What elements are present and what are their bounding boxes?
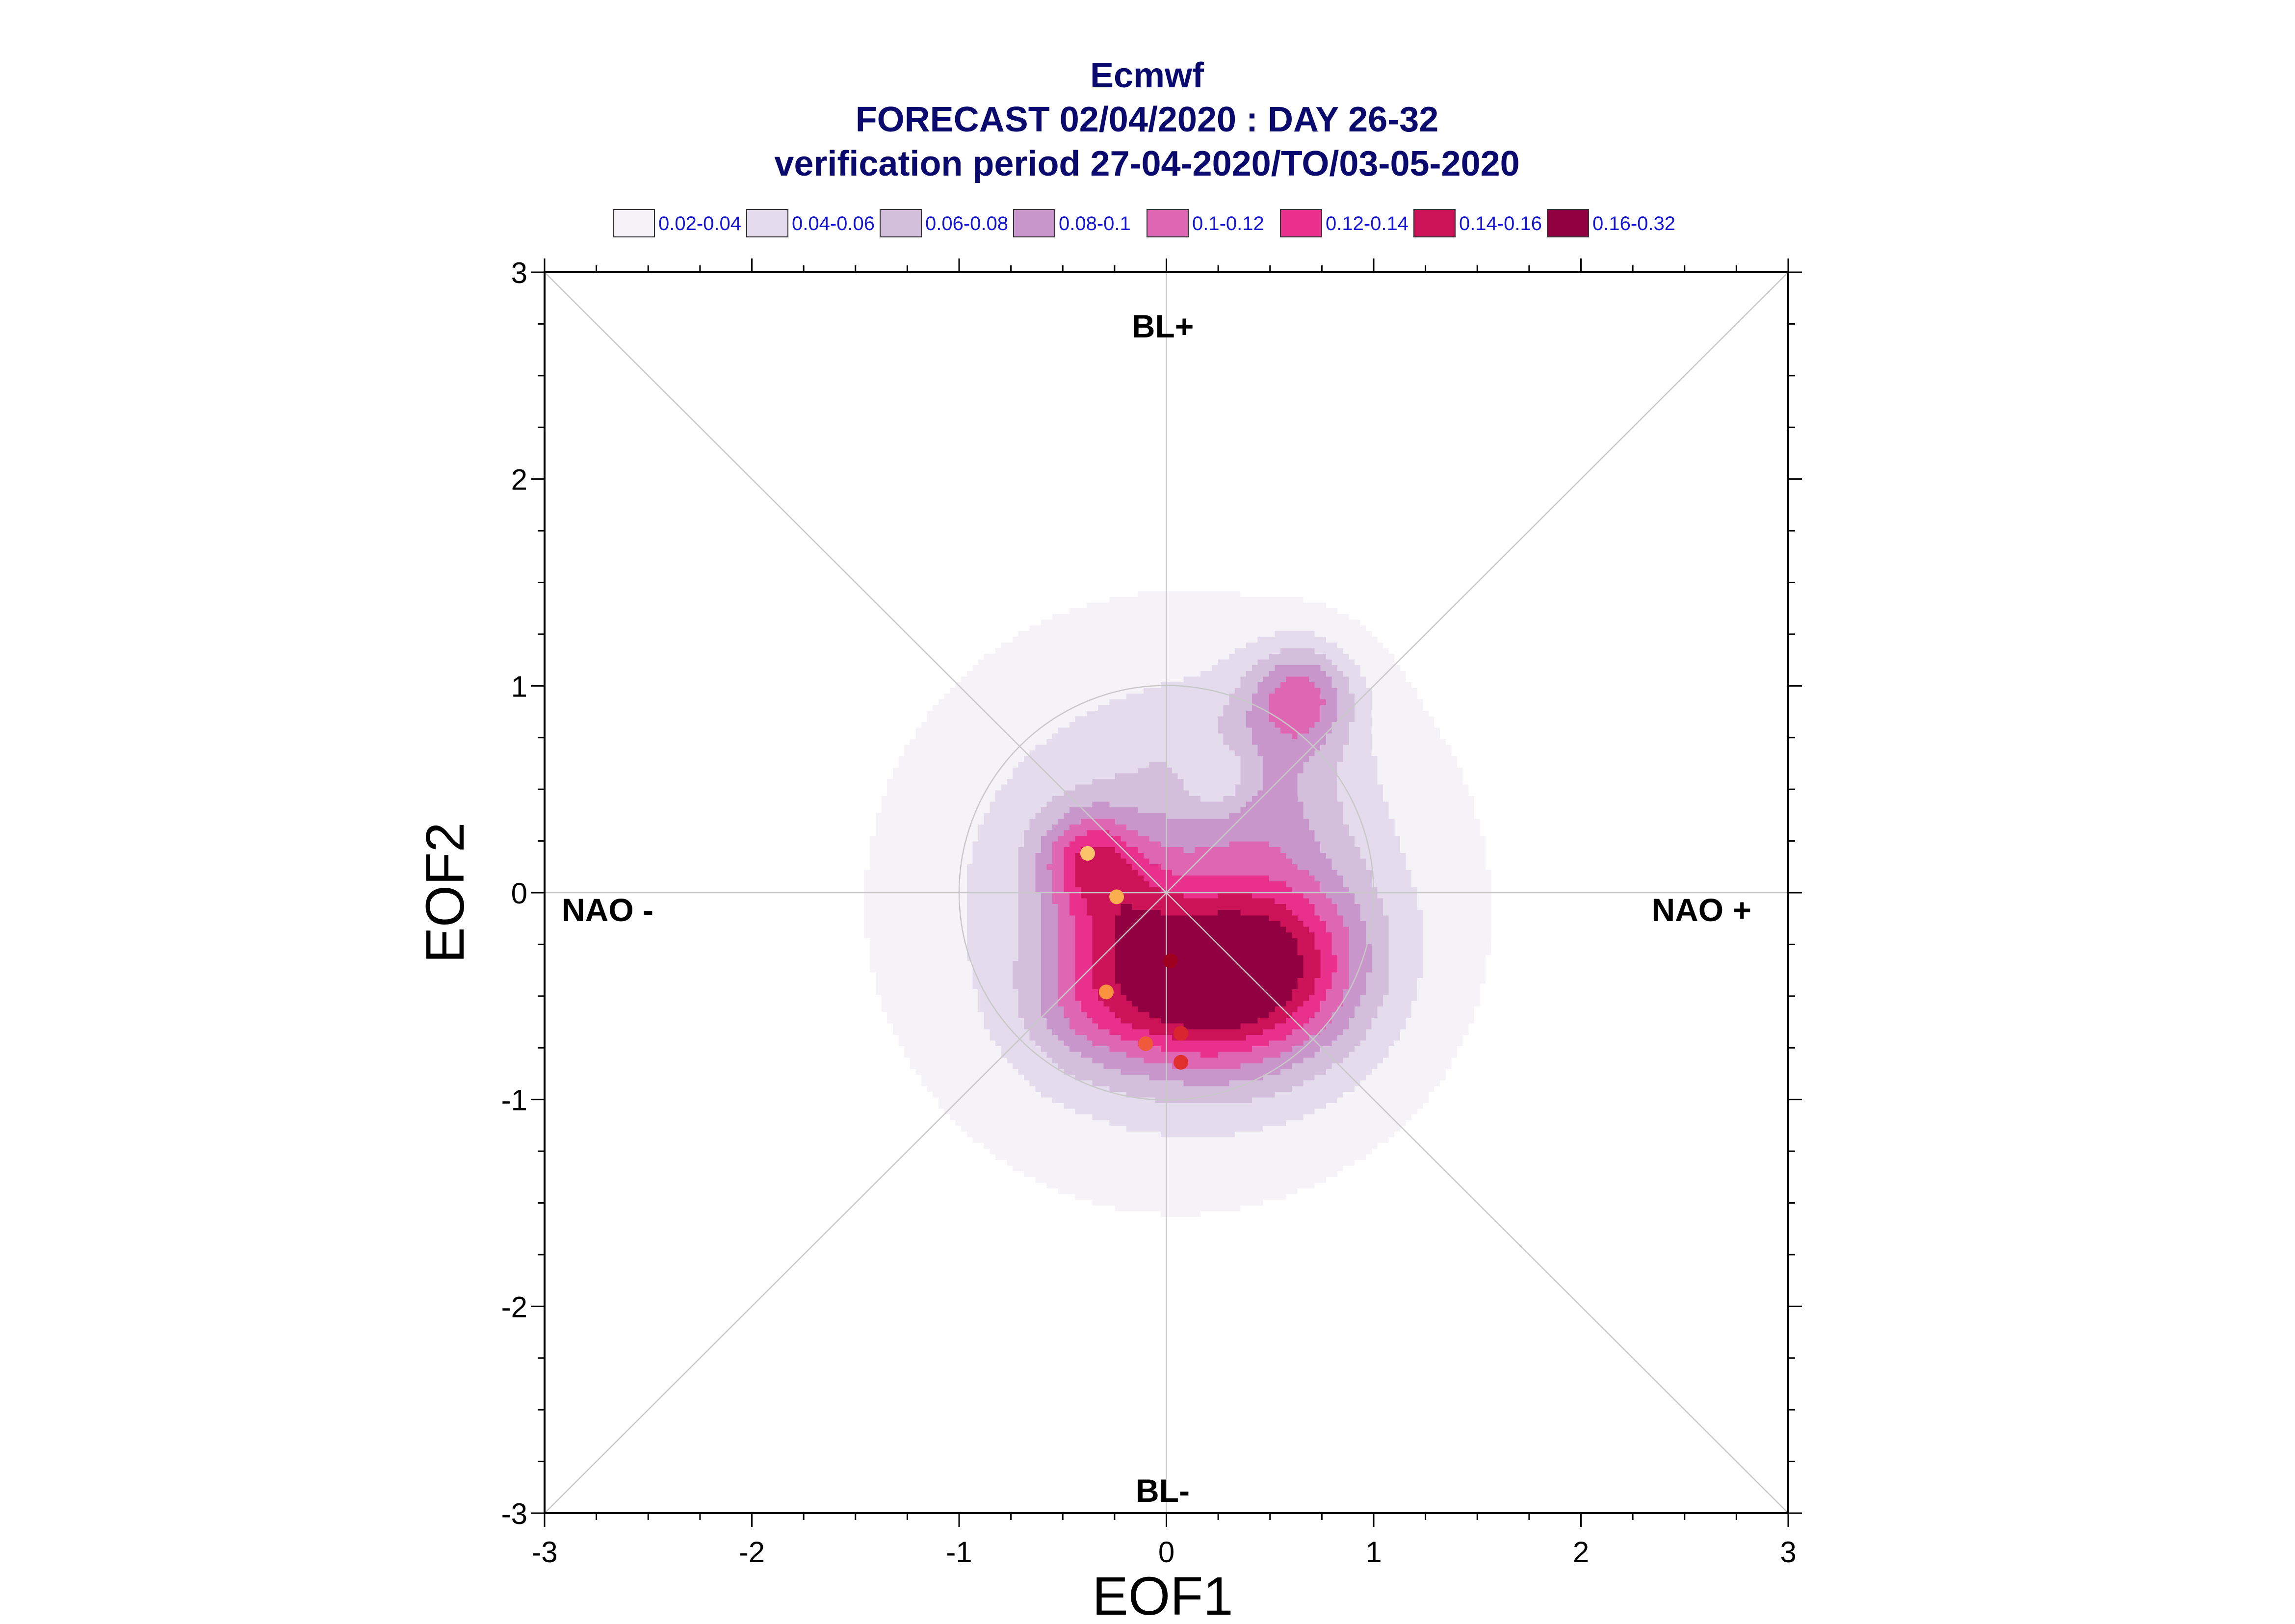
y-tick-label: 2 (511, 464, 527, 496)
guide-lines (545, 272, 1788, 1513)
y-tick-label: 1 (511, 670, 527, 703)
data-point (1163, 954, 1178, 969)
legend-label: 0.06-0.08 (925, 213, 1008, 234)
x-tick-label: -1 (946, 1536, 972, 1569)
legend-label: 0.12-0.14 (1326, 213, 1408, 234)
legend-swatch (613, 209, 655, 237)
legend-label: 0.04-0.06 (792, 213, 875, 234)
axes: -3 -2 -1 0 1 2 3 -3 -2 -1 0 1 2 3 (501, 257, 1802, 1569)
legend-label: 0.02-0.04 (658, 213, 741, 234)
regime-label-right: NAO + (1651, 892, 1751, 928)
data-point (1098, 984, 1114, 1000)
legend-label: 0.08-0.1 (1059, 213, 1131, 234)
data-point (1174, 1055, 1189, 1070)
x-tick-label: -2 (739, 1536, 765, 1569)
chart-title: Ecmwf (1090, 56, 1204, 95)
y-tick-label: 3 (511, 257, 527, 289)
legend-swatch (1280, 209, 1322, 237)
y-tick-label: 0 (511, 877, 527, 910)
legend-swatch (746, 209, 788, 237)
points-layer (1080, 846, 1189, 1070)
legend: 0.02-0.04 0.04-0.06 0.06-0.08 0.08-0.1 0.1-0… (613, 209, 1675, 237)
y-tick-label: -2 (501, 1290, 527, 1323)
y-axis-title: EOF2 (415, 822, 475, 963)
legend-swatch (1147, 209, 1189, 237)
data-point (1138, 1036, 1153, 1051)
contour-level-7 (1115, 904, 1304, 1030)
data-point (1080, 846, 1095, 861)
x-axis-title: EOF1 (1092, 1566, 1233, 1624)
legend-swatch (880, 209, 922, 237)
legend-swatch (1413, 209, 1456, 237)
x-tick-label: 3 (1780, 1536, 1796, 1569)
x-tick-label: 1 (1365, 1536, 1382, 1569)
y-tick-label: -1 (501, 1084, 527, 1117)
data-point (1174, 1026, 1189, 1041)
regime-label-left: NAO - (562, 892, 653, 928)
x-tick-label: -3 (531, 1536, 557, 1569)
legend-swatch (1547, 209, 1589, 237)
x-tick-label: 2 (1573, 1536, 1589, 1569)
legend-label: 0.1-0.12 (1192, 213, 1264, 234)
chart-subtitle-1: FORECAST 02/04/2020 : DAY 26-32 (856, 100, 1439, 139)
x-tick-label: 0 (1158, 1536, 1174, 1569)
chart-subtitle-2: verification period 27-04-2020/TO/03-05-… (774, 144, 1519, 183)
y-tick-label: -3 (501, 1497, 527, 1530)
data-point (1109, 889, 1124, 904)
legend-swatch (1013, 209, 1055, 237)
unit-circle (958, 685, 1375, 1101)
regime-label-bottom: BL- (1136, 1472, 1190, 1509)
regime-label-top: BL+ (1132, 308, 1194, 344)
legend-label: 0.16-0.32 (1592, 213, 1675, 234)
legend-label: 0.14-0.16 (1459, 213, 1542, 234)
